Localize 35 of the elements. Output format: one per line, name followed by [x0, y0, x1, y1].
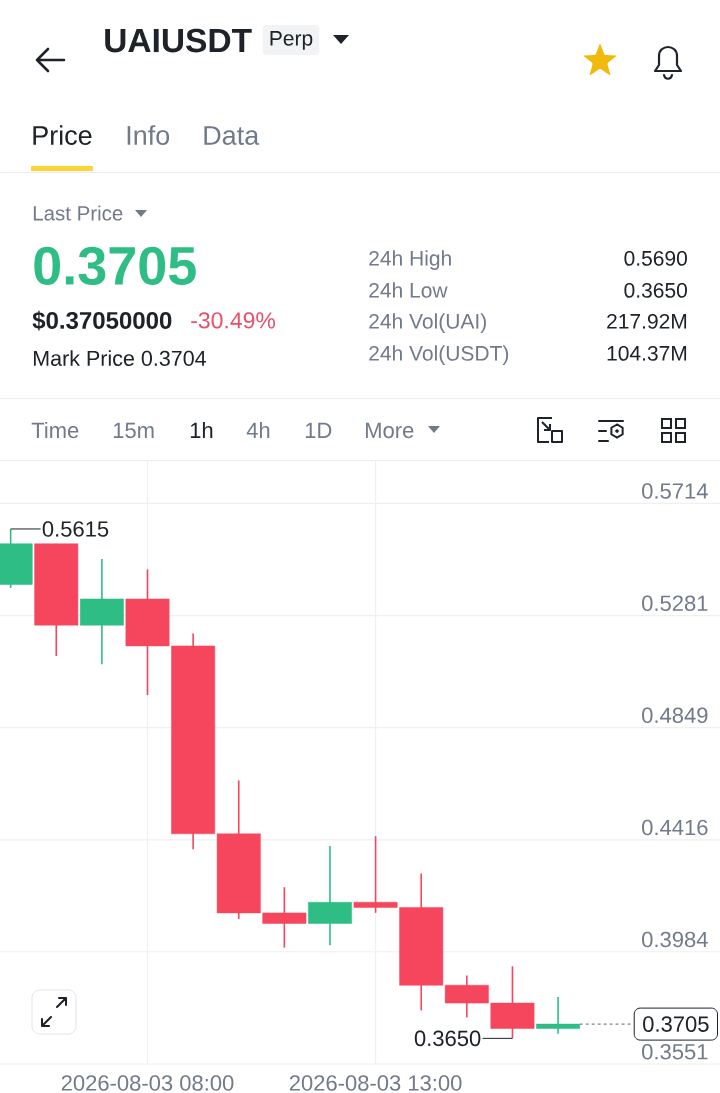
y-tick-label: 0.4416: [642, 819, 708, 836]
text: 1D: [305, 422, 332, 438]
ref-line-label: 0.3705: [643, 1016, 709, 1032]
text: 4h: [246, 421, 270, 438]
text: 1h: [190, 421, 213, 438]
chart-title: UAIUSDT: [105, 28, 252, 53]
text: Time: [31, 421, 79, 439]
x-tick-label: 2026-08-03 13:00: [289, 1075, 462, 1091]
y-tick-label: 0.5281: [642, 595, 708, 612]
text: Info: [127, 125, 170, 145]
annotation: 0.3650: [414, 1030, 481, 1047]
text: Perp: [270, 31, 313, 50]
text: $0.37050000: [32, 310, 172, 331]
annotation: 0.5615: [42, 521, 109, 537]
text: 24h Vol(USDT): [369, 345, 509, 365]
y-tick-label: 0.3984: [642, 931, 708, 948]
text: -30.49%: [191, 312, 276, 329]
y-tick-label: 0.5714: [642, 483, 708, 499]
text: 24h High: [369, 250, 451, 270]
text: More: [366, 422, 414, 439]
y-tick-label: 0.4849: [642, 707, 708, 724]
text: Price: [33, 125, 92, 145]
text: Last Price: [33, 205, 123, 221]
text: 0.5690: [624, 250, 687, 266]
text: 0.3705: [34, 246, 196, 286]
text: 15m: [113, 422, 154, 439]
text: 104.37M: [607, 345, 687, 361]
text: 0.3650: [624, 282, 687, 298]
text: Mark Price 0.3704: [33, 350, 206, 366]
text: Data: [204, 126, 260, 145]
text: 24h Vol(UAI): [369, 313, 486, 333]
x-tick-label: 2026-08-03 08:00: [61, 1075, 234, 1091]
y-tick-label: 0.3551: [642, 1043, 708, 1060]
text: 217.92M: [607, 313, 687, 329]
text: 24h Low: [369, 282, 448, 298]
